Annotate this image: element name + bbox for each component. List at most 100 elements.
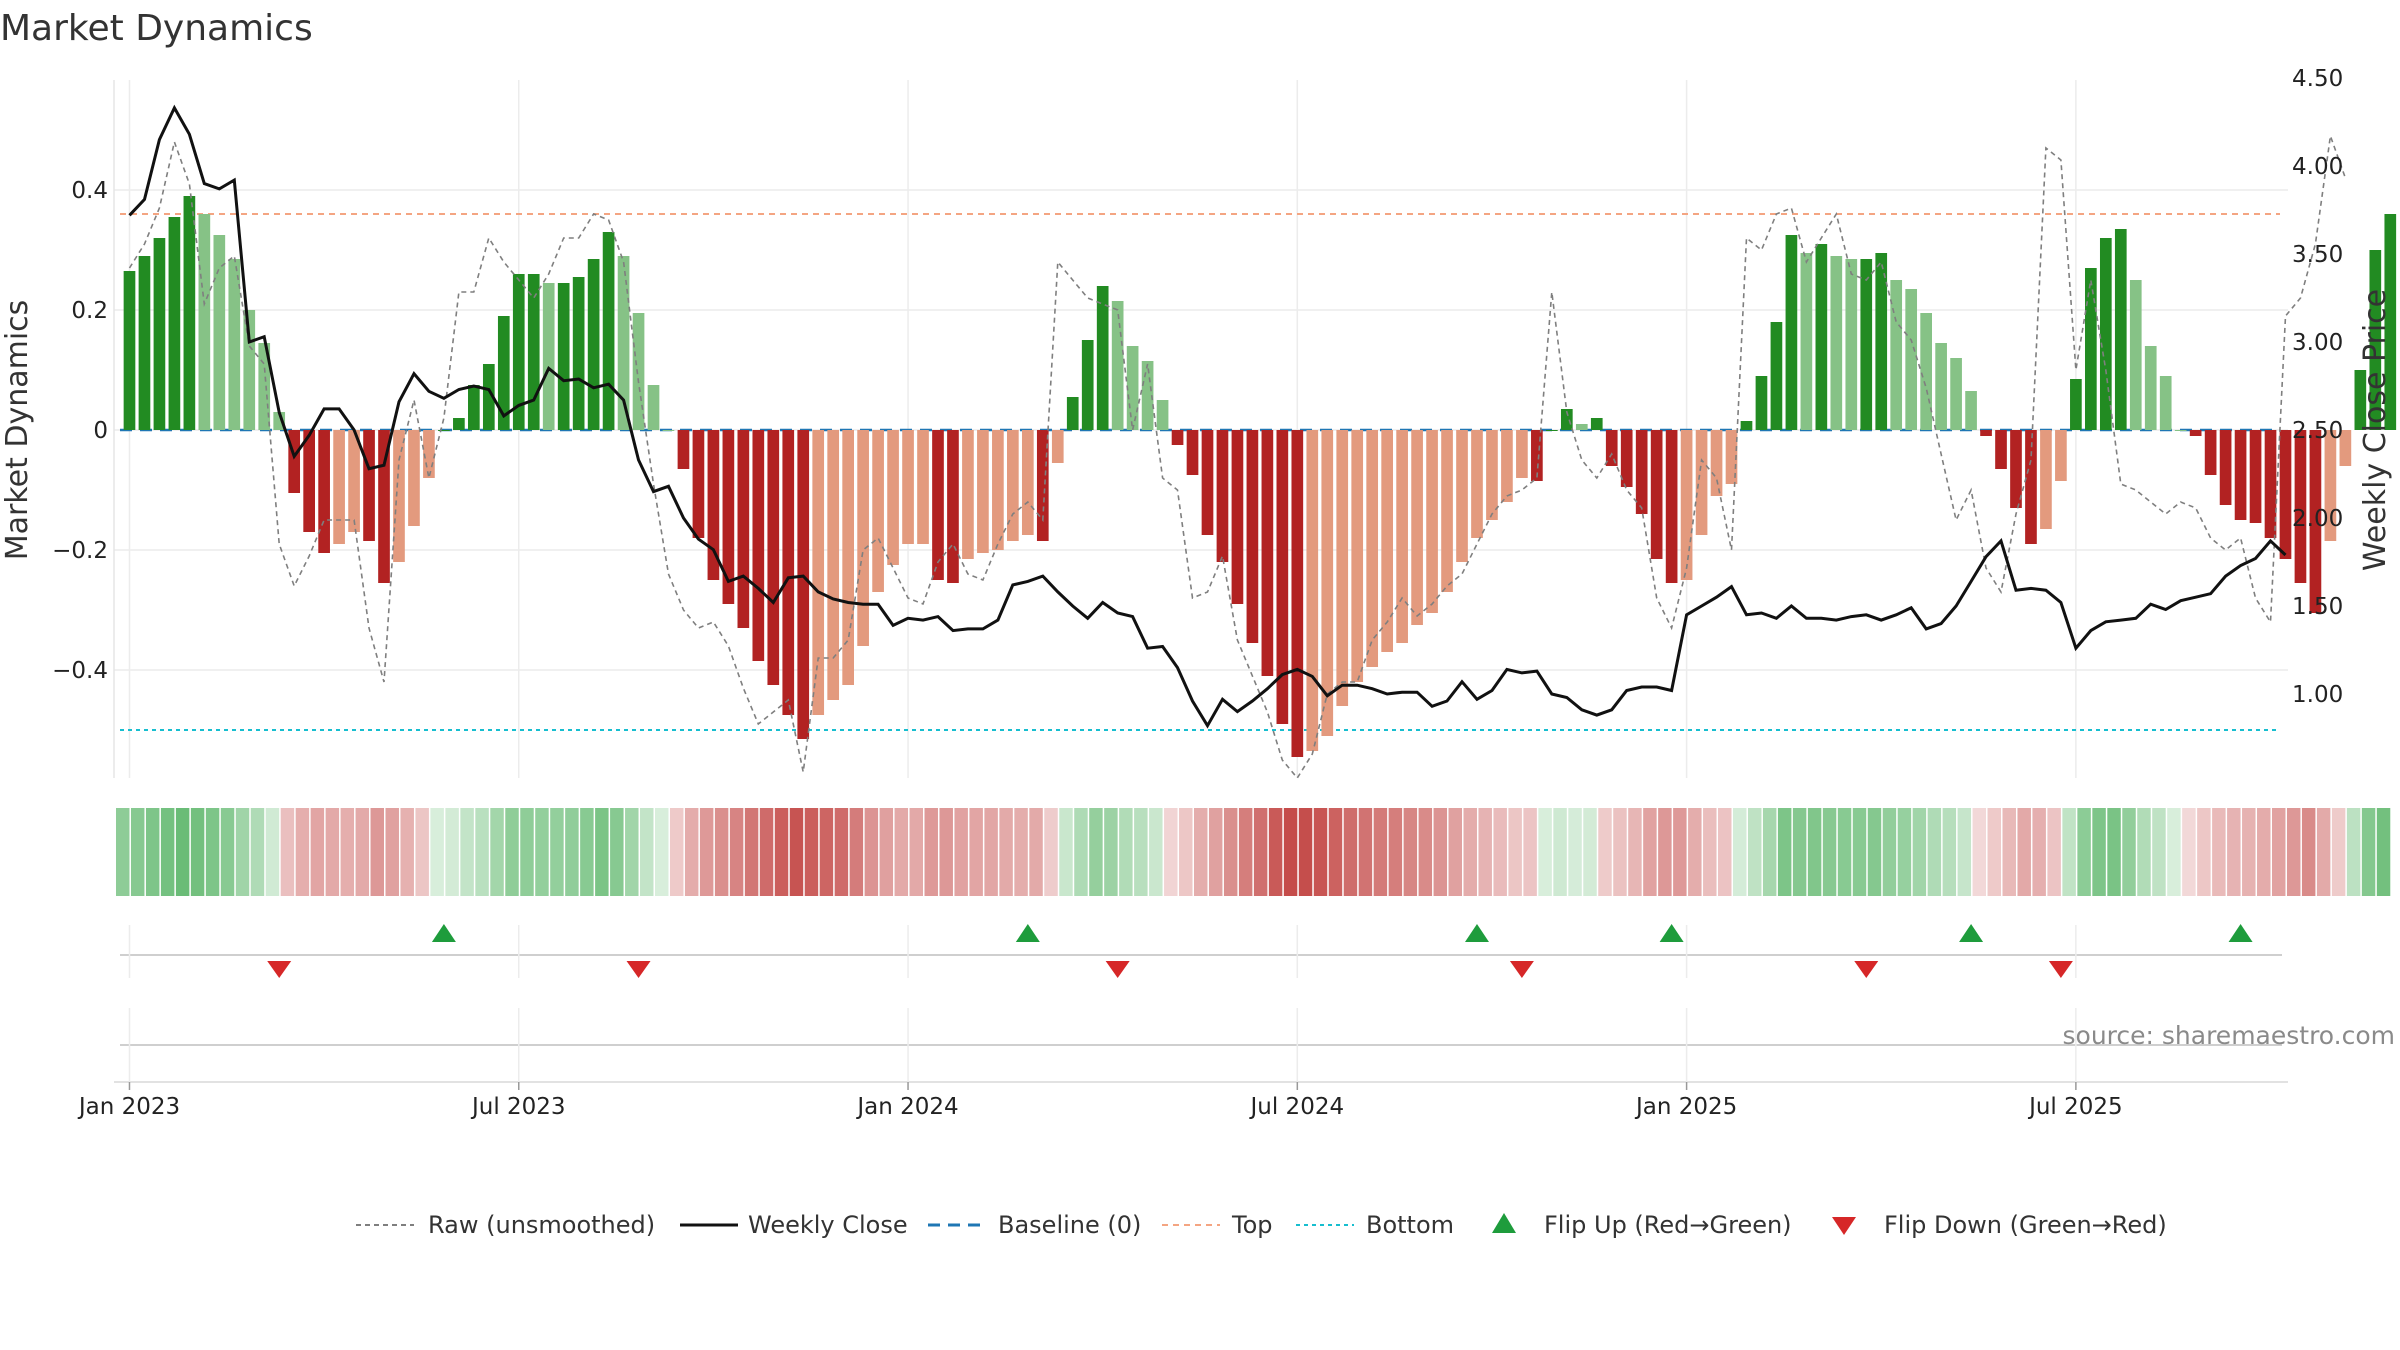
regime-cell xyxy=(1747,808,1762,896)
dynamics-bar xyxy=(1381,430,1393,652)
regime-cell xyxy=(2122,808,2136,896)
regime-cell xyxy=(804,808,819,896)
left-tick-label: 0.2 xyxy=(71,298,108,324)
dynamics-bar xyxy=(1770,322,1783,430)
regime-cell xyxy=(849,808,864,896)
regime-cell xyxy=(969,808,983,896)
regime-cell xyxy=(2376,808,2391,896)
dynamics-bar xyxy=(992,430,1004,550)
dynamics-bar xyxy=(587,259,600,430)
dynamics-bar xyxy=(1560,409,1573,430)
dynamics-bar xyxy=(288,430,301,493)
regime-cell xyxy=(430,808,444,896)
dynamics-bar xyxy=(2279,430,2292,559)
chart-title: Market Dynamics xyxy=(0,8,313,49)
regime-cell xyxy=(939,808,953,896)
flip-down-marker xyxy=(626,961,651,978)
regime-cell xyxy=(595,808,609,896)
x-tick-label: Jul 2023 xyxy=(470,1094,566,1120)
regime-cell xyxy=(1134,808,1148,896)
flip-down-marker xyxy=(1509,961,1534,978)
regime-cell xyxy=(1074,808,1088,896)
right-tick-label: 2.00 xyxy=(2292,506,2343,532)
regime-cell xyxy=(1223,808,1238,896)
regime-cell xyxy=(400,808,414,896)
dynamics-bar xyxy=(647,385,660,430)
dynamics-bar xyxy=(1755,376,1768,430)
dynamics-bar xyxy=(1291,430,1304,757)
flip-markers-panel xyxy=(120,924,2282,978)
regime-cell xyxy=(924,808,938,896)
dynamics-bar xyxy=(2055,430,2067,481)
regime-cell xyxy=(1358,808,1373,896)
regime-cell xyxy=(1388,808,1403,896)
regime-cell xyxy=(1313,808,1328,896)
regime-cell xyxy=(1643,808,1657,896)
regime-cell xyxy=(610,808,624,896)
dynamics-bar xyxy=(1111,301,1124,430)
regime-cell xyxy=(2361,808,2376,896)
regime-cell xyxy=(1298,808,1313,896)
dynamics-bar xyxy=(527,274,540,430)
regime-cell xyxy=(864,808,879,896)
regime-cell xyxy=(2227,808,2241,896)
regime-cell xyxy=(2062,808,2076,896)
regime-cell xyxy=(1478,808,1492,896)
regime-cell xyxy=(2316,808,2331,896)
dynamics-bar xyxy=(1665,430,1678,583)
dynamics-bar xyxy=(1501,430,1513,502)
dynamics-bar xyxy=(153,238,166,430)
regime-cell xyxy=(1493,808,1507,896)
regime-cell xyxy=(1957,808,1972,896)
regime-cell xyxy=(2301,808,2316,896)
left-tick-label: 0.4 xyxy=(71,178,108,204)
regime-cell xyxy=(984,808,998,896)
dynamics-bar xyxy=(1156,400,1169,430)
dynamics-bar xyxy=(1021,430,1034,535)
regime-cell xyxy=(1852,808,1867,896)
regime-cell xyxy=(894,808,909,896)
dynamics-bar xyxy=(1216,430,1229,562)
regime-cell xyxy=(1867,808,1882,896)
dynamics-bar xyxy=(1965,391,1977,430)
reference-lines xyxy=(120,213,2280,731)
regime-cell xyxy=(954,808,968,896)
right-axis-label: Weekly Close Price xyxy=(2358,289,2393,571)
dynamics-bar xyxy=(1126,346,1139,430)
dynamics-bar xyxy=(438,430,450,431)
regime-cell xyxy=(205,808,220,896)
dynamics-bar xyxy=(1471,430,1483,538)
series-lines xyxy=(128,104,2347,780)
regime-cell xyxy=(2152,808,2166,896)
regime-cell xyxy=(759,808,774,896)
raw-unsmoothed-line xyxy=(128,135,2347,780)
regime-cell xyxy=(1104,808,1118,896)
regime-cell xyxy=(280,808,295,896)
regime-cell xyxy=(1882,808,1897,896)
regime-cell xyxy=(1987,808,2001,896)
regime-cell xyxy=(2032,808,2046,896)
dynamics-bar xyxy=(183,196,196,430)
dynamics-bar xyxy=(1875,253,1888,430)
regime-cell xyxy=(2077,808,2091,896)
flip-down-marker xyxy=(267,961,292,978)
right-tick-label: 1.00 xyxy=(2292,682,2343,708)
source-note: source: sharemaestro.com xyxy=(2063,1021,2396,1050)
regime-cell xyxy=(1598,808,1612,896)
regime-cell xyxy=(1014,808,1028,896)
dynamics-bar xyxy=(1201,430,1214,535)
regime-cell xyxy=(2002,808,2016,896)
regime-cell xyxy=(1942,808,1957,896)
dynamics-bar xyxy=(1246,430,1259,643)
regime-cell xyxy=(1164,808,1178,896)
regime-cell xyxy=(1119,808,1133,896)
dynamics-bar xyxy=(812,430,825,715)
dynamics-bar xyxy=(213,235,226,430)
dynamics-bar xyxy=(1276,430,1289,724)
legend-flip-down-swatch xyxy=(1832,1217,1856,1235)
dynamics-bar xyxy=(1546,430,1558,431)
dynamics-bar xyxy=(1261,430,1274,676)
regime-cell xyxy=(2346,808,2361,896)
regime-cell xyxy=(325,808,340,896)
dynamics-bar xyxy=(2264,430,2277,538)
